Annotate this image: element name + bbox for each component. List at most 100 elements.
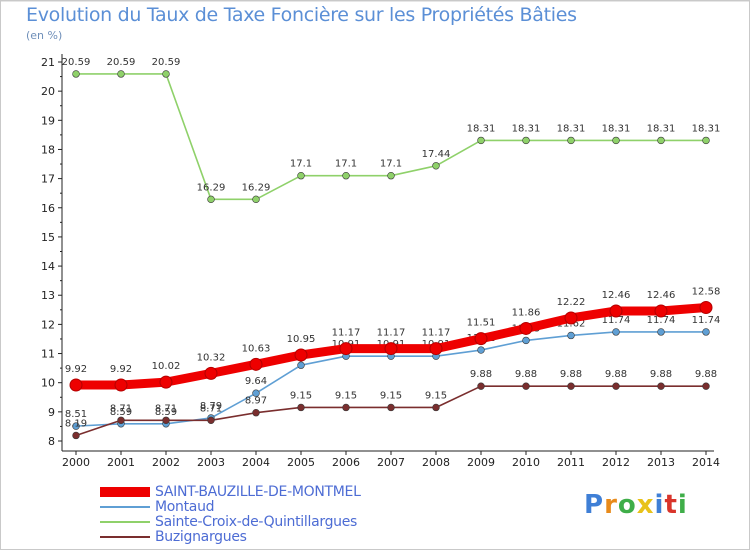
data-label: 9.88 [515,369,537,380]
data-label: 17.1 [290,159,312,170]
data-label: 20.59 [152,57,181,68]
y-tick-label: 12 [41,318,55,331]
data-label: 17.44 [422,149,451,160]
data-label: 16.29 [197,182,226,193]
y-tick-label: 8 [48,435,55,448]
x-tick-label: 2005 [287,456,315,469]
data-point [567,331,575,340]
data-point [342,172,350,180]
data-point [252,195,260,204]
data-label: 11.51 [467,318,496,329]
x-tick-label: 2007 [377,456,405,469]
data-label: 18.31 [692,123,721,134]
data-point [69,378,83,392]
data-label: 10.63 [242,343,271,354]
data-point [564,311,578,325]
x-tick-label: 2010 [512,456,540,469]
data-label: 8.71 [155,403,177,414]
data-point [699,300,713,314]
data-point [339,342,353,356]
data-label: 17.1 [380,159,402,170]
data-point [702,328,710,336]
logo-letter: o [617,490,637,520]
logo-letter: i [654,490,665,520]
data-label: 10.32 [197,352,226,363]
y-tick-label: 10 [41,377,55,390]
data-label: 9.88 [470,369,492,380]
data-label: 9.92 [65,364,87,375]
data-point [297,403,305,412]
data-point [432,162,440,170]
data-point [567,382,575,390]
series-line [75,73,707,201]
legend-swatch [100,487,150,497]
data-label: 18.31 [602,123,631,134]
data-label: 8.51 [65,409,87,420]
data-point [117,70,125,78]
x-tick-label: 2003 [197,456,225,469]
data-point [477,382,485,390]
logo-letter: t [664,490,678,520]
y-tick-label: 20 [41,85,55,98]
data-label: 8.19 [65,418,87,429]
legend-label: SAINT-BAUZILLE-DE-MONTMEL [155,484,361,500]
data-label: 11.74 [692,315,721,326]
data-point [477,346,485,354]
x-tick-label: 2014 [692,456,720,469]
data-point [522,336,530,345]
data-label: 9.15 [425,390,447,401]
logo-letter: x [636,490,655,520]
data-point [72,70,80,78]
data-label: 18.31 [512,123,541,134]
data-point [474,332,488,346]
legend-label: Montaud [155,499,215,515]
data-point [657,328,665,336]
data-point [432,403,440,412]
data-point [162,70,170,78]
legend-swatch [100,536,150,538]
data-point [609,304,623,318]
data-point [207,416,215,425]
data-label: 10.02 [152,361,181,372]
data-point [657,136,665,145]
data-label: 12.58 [692,286,721,297]
data-label: 11.17 [377,328,406,339]
x-tick-label: 2002 [152,456,180,469]
x-tick-label: 2008 [422,456,450,469]
data-point [612,382,620,390]
data-label: 9.15 [290,390,312,401]
data-point [477,136,485,145]
y-tick-label: 14 [41,260,55,273]
data-label: 8.97 [245,396,267,407]
data-point [702,382,710,390]
logo-letter: P [584,490,605,520]
legend-swatch [100,521,150,523]
data-point [207,195,215,204]
logo-letter: r [604,490,618,520]
chart-unit-label: (en %) [26,29,63,42]
y-tick-label: 21 [41,56,55,69]
data-point [657,382,665,390]
data-label: 8.59 [155,407,177,418]
data-point [72,422,80,430]
data-label: 8.79 [200,401,222,412]
data-label: 12.46 [602,290,631,301]
x-tick-label: 2000 [62,456,90,469]
legend-label: Sainte-Croix-de-Quintillargues [155,514,358,530]
data-label: 10.95 [287,334,316,345]
data-point [519,321,533,335]
data-label: 9.92 [110,364,132,375]
x-tick-label: 2009 [467,456,495,469]
data-label: 8.59 [110,407,132,418]
x-tick-label: 2013 [647,456,675,469]
data-label: 16.29 [242,182,271,193]
data-label: 8.71 [110,403,132,414]
data-label: 11.86 [512,307,541,318]
x-tick-label: 2004 [242,456,270,469]
data-point [522,136,530,145]
data-point [522,382,530,390]
data-label: 9.15 [380,390,402,401]
chart-title: Evolution du Taux de Taxe Foncière sur l… [26,4,577,26]
